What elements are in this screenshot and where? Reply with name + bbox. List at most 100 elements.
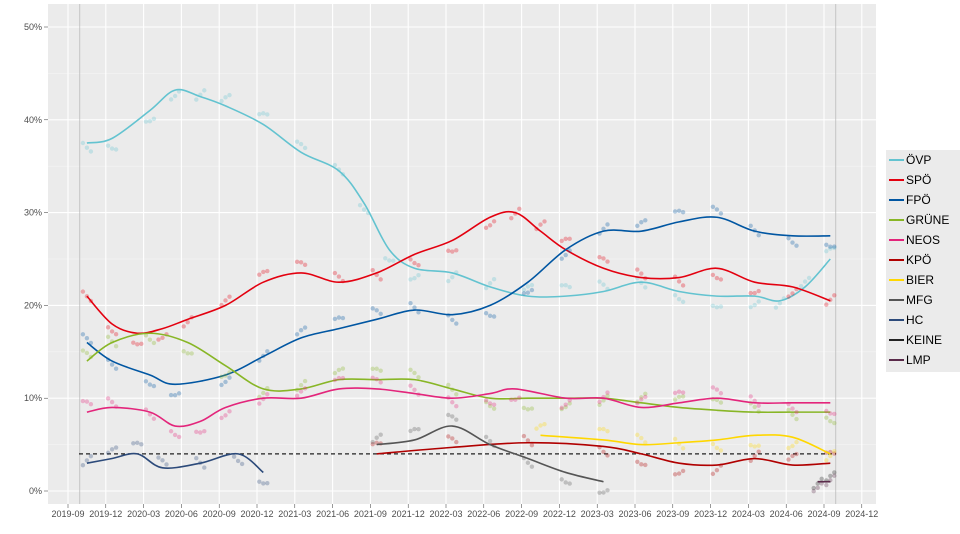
poll-point-kpö [639, 462, 644, 467]
poll-point-fpö [450, 317, 455, 323]
poll-point-kpö [601, 449, 606, 455]
poll-point-grüne [786, 407, 791, 413]
poll-point-hc [231, 454, 237, 459]
poll-point-fpö [487, 313, 493, 318]
poll-point-mfg [597, 490, 602, 495]
poll-point-hc [84, 458, 90, 463]
x-tick-label: 2019-09 [51, 509, 84, 519]
poll-point-övp [194, 97, 199, 102]
poll-point-mfg [483, 434, 489, 440]
poll-point-neos [370, 375, 375, 381]
poll-point-övp [257, 112, 262, 117]
poll-point-hc [88, 453, 94, 459]
poll-point-keine [828, 473, 833, 479]
poll-point-bier [718, 448, 724, 453]
poll-point-övp [718, 304, 724, 309]
poll-point-fpö [680, 209, 686, 215]
poll-point-fpö [529, 287, 535, 293]
x-tick-label: 2021-09 [354, 509, 387, 519]
poll-point-övp [680, 299, 686, 305]
poll-point-bier [786, 445, 791, 451]
legend-label-mfg: MFG [906, 293, 933, 307]
legend-label-keine: KEINE [906, 333, 942, 347]
poll-point-kpö [752, 453, 757, 459]
poll-point-fpö [109, 362, 115, 367]
poll-point-hc [239, 461, 245, 467]
poll-point-fpö [790, 240, 795, 245]
x-tick-label: 2024-09 [807, 509, 840, 519]
poll-point-övp [567, 284, 572, 290]
poll-point-spö [639, 271, 644, 276]
x-tick-label: 2024-06 [770, 509, 803, 519]
poll-point-neos [672, 390, 678, 396]
poll-point-övp [143, 119, 149, 124]
poll-point-neos [828, 411, 833, 416]
poll-point-grüne [261, 390, 266, 396]
poll-point-övp [832, 245, 837, 251]
poll-point-grüne [563, 404, 568, 410]
poll-point-mfg [408, 428, 413, 434]
poll-point-neos [151, 416, 157, 421]
poll-point-spö [416, 262, 421, 268]
poll-point-kpö [635, 459, 640, 464]
poll-point-bier [643, 440, 648, 445]
poll-point-neos [563, 402, 568, 407]
poll-point-neos [756, 403, 761, 408]
poll-point-mfg [374, 435, 379, 440]
poll-point-fpö [491, 314, 497, 319]
poll-point-spö [261, 269, 266, 275]
x-tick-label: 2021-06 [316, 509, 349, 519]
poll-point-övp [172, 93, 178, 99]
poll-point-bier [756, 443, 761, 448]
poll-point-lmp [832, 473, 837, 478]
poll-point-fpö [172, 393, 178, 398]
poll-point-fpö [748, 223, 753, 229]
x-axis: 2019-09 2019-12 2020-03 2020-06 2020-09 2020-… [51, 504, 878, 519]
x-tick-label: 2019-12 [89, 509, 122, 519]
poll-point-hc [156, 455, 161, 460]
poll-point-kpö [454, 439, 459, 445]
poll-point-bier [748, 442, 753, 448]
poll-point-neos [408, 383, 413, 388]
poll-point-kpö [370, 441, 375, 447]
poll-point-fpö [408, 300, 413, 306]
y-tick-label: 10% [24, 393, 42, 403]
poll-point-fpö [223, 379, 228, 385]
poll-point-spö [257, 272, 262, 277]
poll-point-övp [802, 279, 808, 284]
poll-point-neos [332, 377, 338, 383]
poll-point-spö [538, 222, 543, 227]
poll-point-neos [302, 386, 308, 391]
series-line-grüne [86, 332, 831, 414]
poll-point-mfg [529, 464, 535, 469]
poll-point-fpö [643, 218, 648, 223]
poll-point-neos [714, 387, 720, 392]
poll-point-övp [408, 277, 413, 282]
poll-point-grüne [378, 368, 383, 373]
poll-point-grüne [559, 406, 564, 412]
poll-point-bier [752, 444, 757, 449]
poll-point-grüne [832, 420, 837, 426]
poll-point-bier [710, 441, 716, 447]
poll-point-keine [819, 476, 824, 481]
poll-point-mfg [412, 426, 417, 432]
poll-point-grüne [147, 337, 153, 342]
poll-point-fpö [454, 321, 459, 326]
poll-point-neos [227, 409, 232, 414]
poll-point-fpö [302, 325, 308, 330]
poll-point-övp [828, 246, 833, 251]
poll-point-spö [790, 291, 795, 296]
poll-point-fpö [151, 383, 157, 389]
series-line-spö [86, 210, 831, 335]
poll-point-neos [639, 397, 644, 402]
poll-point-neos [88, 401, 94, 407]
poll-point-fpö [676, 208, 682, 213]
poll-point-grüne [525, 407, 531, 412]
poll-point-spö [748, 290, 753, 296]
poll-point-bier [605, 428, 610, 434]
x-tick-label: 2022-03 [429, 509, 462, 519]
poll-point-spö [181, 324, 186, 329]
poll-point-spö [491, 219, 497, 224]
poll-point-övp [446, 278, 451, 284]
poll-point-grüne [105, 334, 111, 340]
